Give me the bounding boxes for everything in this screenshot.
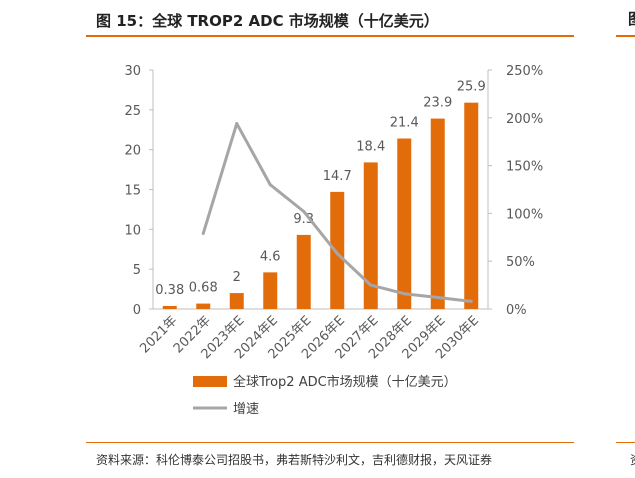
- y-left-tick-label: 30: [124, 64, 141, 79]
- x-tick-labels: 2021年2022年2023年E2024年E2025年E2026年E2027年E…: [137, 313, 482, 362]
- bar-value-label: 25.9: [457, 80, 486, 95]
- bar-value-label: 0.68: [189, 281, 218, 296]
- growth-point-2022年: [202, 232, 205, 235]
- bar-2028年E: [397, 139, 411, 309]
- source-note: 资料来源：科伦博泰公司招股书，弗若斯特沙利文，吉利德财报，天风证券: [96, 451, 492, 468]
- growth-point-2029年E: [436, 296, 439, 299]
- growth-point-2026年E: [336, 252, 339, 255]
- growth-point-2025年E: [302, 210, 305, 213]
- chart-legend: 全球Trop2 ADC市场规模（十亿美元） 增速: [193, 374, 457, 417]
- bar-value-label: 2: [233, 270, 241, 285]
- bar-value-label: 23.9: [423, 96, 452, 111]
- bar-2025年E: [297, 235, 311, 309]
- bar-2021年: [163, 306, 177, 309]
- next-source-divider: [616, 442, 635, 443]
- bar-2026年E: [330, 192, 344, 309]
- y-right-tick-label: 50%: [506, 255, 535, 270]
- legend-bar-swatch: [193, 376, 227, 387]
- bar-value-label: 21.4: [390, 116, 419, 131]
- bar-2024年E: [263, 272, 277, 309]
- growth-point-2023年E: [235, 122, 238, 125]
- legend-line-label: 增速: [233, 402, 259, 417]
- bar-2029年E: [431, 119, 445, 309]
- y-right-tick-label: 0%: [506, 303, 527, 318]
- y-right-tick-label: 150%: [506, 160, 543, 175]
- y-right-tick-label: 200%: [506, 112, 543, 127]
- y-left-tick-label: 5: [133, 263, 141, 278]
- y-left-tick-label: 15: [124, 184, 141, 199]
- growth-point-2030年E: [470, 300, 473, 303]
- bar-value-label: 14.7: [323, 169, 352, 184]
- bar-value-label: 0.38: [155, 283, 184, 298]
- bar-value-label: 18.4: [356, 139, 385, 154]
- bar-series: [163, 103, 479, 309]
- growth-point-2028年E: [403, 292, 406, 295]
- bar-2030年E: [464, 103, 478, 309]
- bar-value-label: 4.6: [260, 249, 281, 264]
- y-left-tick-label: 0: [133, 303, 141, 318]
- growth-point-2024年E: [269, 183, 272, 186]
- next-source-fragment: 资: [630, 451, 635, 468]
- bar-2023年E: [230, 293, 244, 309]
- source-divider: [86, 442, 574, 443]
- y-left-tick-label: 20: [124, 144, 141, 159]
- growth-point-2027年E: [369, 284, 372, 287]
- y-left-tick-label: 10: [124, 223, 141, 238]
- y-right-tick-label: 250%: [506, 64, 543, 79]
- y-right-tick-label: 100%: [506, 207, 543, 222]
- bar-2022年: [196, 304, 210, 309]
- legend-bar-label: 全球Trop2 ADC市场规模（十亿美元）: [233, 374, 457, 390]
- y-left-tick-label: 25: [124, 104, 141, 119]
